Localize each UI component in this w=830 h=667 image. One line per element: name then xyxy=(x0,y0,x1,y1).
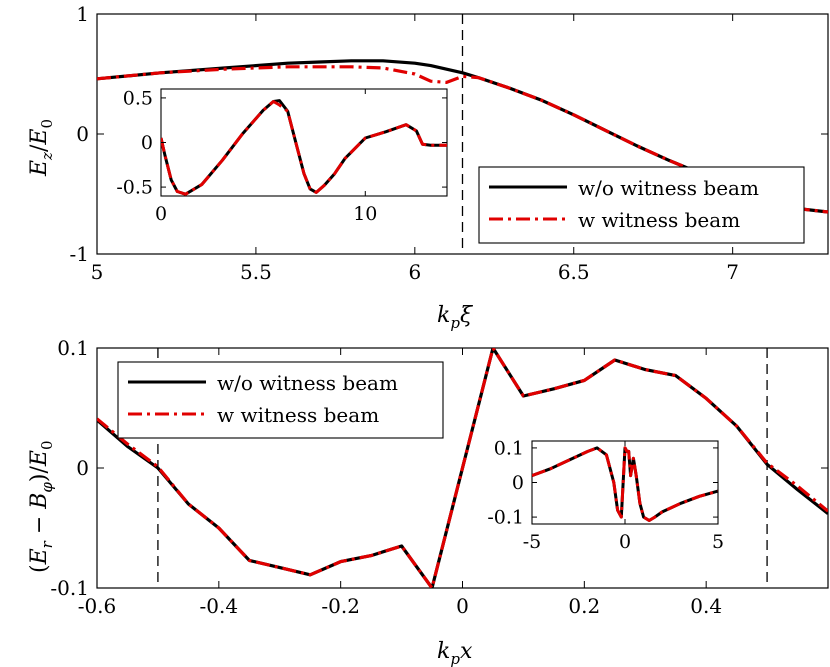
bottom-series-group xyxy=(97,348,828,588)
top-ytick-label: -1 xyxy=(70,242,89,266)
bottom-inset-xtick-label: 0 xyxy=(619,531,631,553)
bottom-panel: -0.6 -0.4 -0.2 0 0.2 0.4 -0.1 0 0.1 w/o witness … xyxy=(27,336,829,667)
top-y-axis-label: Ez/E0 xyxy=(27,119,56,177)
top-xtick-label: 6.5 xyxy=(558,260,590,284)
top-legend-label-without: w/o witness beam xyxy=(578,176,759,200)
bottom-xtick-label: -0.6 xyxy=(78,594,117,618)
bottom-inset-ytick-label: -0.1 xyxy=(487,507,524,529)
bottom-inset-ytick-label: 0 xyxy=(512,472,524,494)
bottom-series-1 xyxy=(97,348,828,588)
bottom-inset-xtick-label: -5 xyxy=(523,531,542,553)
top-inset-ytick-label: -0.5 xyxy=(116,177,153,199)
top-panel: 5 5.5 6 6.5 7-101 0 100.50-0.5 w/o witness be… xyxy=(27,2,829,332)
top-inset-series-1 xyxy=(161,100,447,196)
bottom-xtick-label: 0.4 xyxy=(690,594,722,618)
top-legend-label-with: w witness beam xyxy=(578,208,740,232)
top-inset-series-group xyxy=(161,99,447,196)
top-xtick-label: 7 xyxy=(726,260,739,284)
top-inset-ytick-label: 0 xyxy=(141,132,153,154)
bottom-xtick-label: -0.2 xyxy=(321,594,360,618)
bottom-xtick-label: 0 xyxy=(456,594,469,618)
top-ytick-label: 0 xyxy=(76,122,89,146)
bottom-legend-label-with: w witness beam xyxy=(217,403,379,427)
top-inset: 0 100.50-0.5 xyxy=(116,88,448,225)
bottom-ticks: -0.6 -0.4 -0.2 0 0.2 0.4 -0.1 0 0.1 xyxy=(50,336,828,618)
bottom-inset-series-group xyxy=(532,446,718,522)
bottom-legend-box xyxy=(117,361,444,439)
top-inset-ytick-label: 0.5 xyxy=(123,88,153,110)
top-series-1 xyxy=(97,65,828,214)
top-ticks: 5 5.5 6 6.5 7 -1 0 1 xyxy=(70,2,828,284)
bottom-xtick-label: 0.2 xyxy=(568,594,600,618)
top-ytick-label: 1 xyxy=(76,2,89,26)
bottom-inset-ytick-label: 0.1 xyxy=(494,438,524,460)
bottom-xtick-label: -0.4 xyxy=(200,594,239,618)
top-xtick-label: 6 xyxy=(408,260,421,284)
bottom-ytick-label: 0.1 xyxy=(57,336,89,360)
top-inset-xtick-label: 0 xyxy=(155,203,167,225)
top-xtick-label: 5.5 xyxy=(240,260,272,284)
top-x-axis-label: kpξ xyxy=(437,303,474,332)
bottom-ytick-label: 0 xyxy=(76,456,89,480)
bottom-inset-xtick-label: 5 xyxy=(712,531,724,553)
top-legend: w/o witness beam w witness beam xyxy=(478,166,805,244)
top-xtick-label: 5 xyxy=(91,260,104,284)
top-legend-box xyxy=(478,166,805,244)
bottom-y-axis-label: (Er − Bφ)/E0 xyxy=(27,440,56,573)
bottom-inset: -5 0 5 0.1 0 -0.1 xyxy=(487,438,724,553)
top-inset-ticks: 0 100.50-0.5 xyxy=(116,88,447,225)
bottom-inset-ticks: -5 0 5 0.1 0 -0.1 xyxy=(487,438,724,553)
bottom-x-axis-label: kpx xyxy=(437,639,473,667)
bottom-ytick-label: -0.1 xyxy=(50,576,89,600)
top-inset-xtick-label: 10 xyxy=(353,203,377,225)
bottom-inset-series-1 xyxy=(532,446,718,522)
bottom-legend-label-without: w/o witness beam xyxy=(217,371,398,395)
bottom-legend: w/o witness beam w witness beam xyxy=(117,361,444,439)
